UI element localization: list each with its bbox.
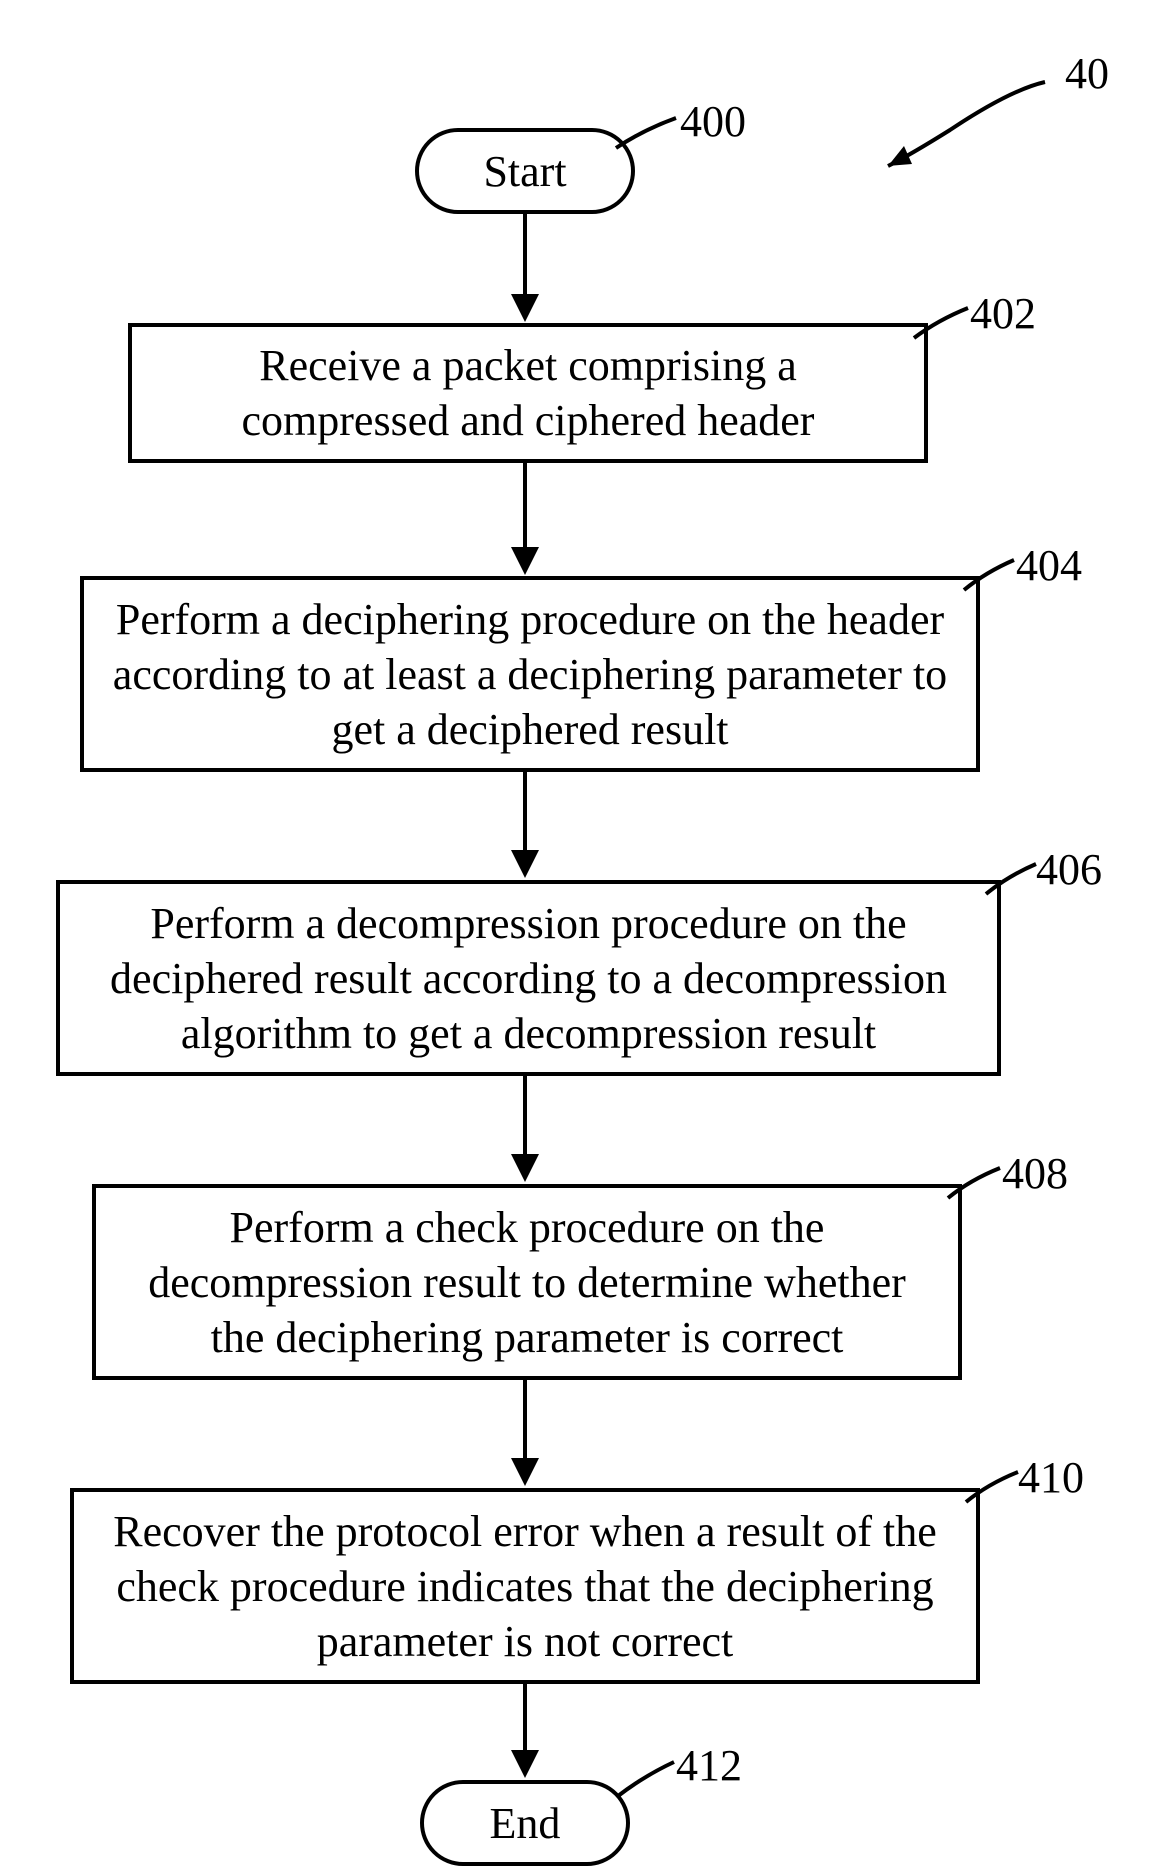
step1-node: Receive a packet comprising a compressed…: [128, 323, 928, 463]
arrow-1: [523, 214, 527, 296]
arrow-6-head: [511, 1750, 539, 1778]
arrow-4: [523, 1076, 527, 1156]
ref-402: 402: [970, 288, 1036, 339]
leader-406: [978, 856, 1044, 901]
step2-label: Perform a deciphering procedure on the h…: [108, 592, 952, 757]
arrow-4-head: [511, 1154, 539, 1182]
leader-402: [906, 300, 976, 345]
arrow-2-head: [511, 547, 539, 575]
figure-ref-label: 40: [1065, 48, 1109, 99]
arrow-6: [523, 1684, 527, 1752]
arrow-2: [523, 463, 527, 549]
arrow-5: [523, 1380, 527, 1460]
arrow-3: [523, 772, 527, 852]
end-label: End: [490, 1798, 561, 1849]
flowchart-container: 40 Start 400 Receive a packet comprising…: [0, 0, 1155, 1874]
step2-node: Perform a deciphering procedure on the h…: [80, 576, 980, 772]
leader-410: [958, 1464, 1026, 1509]
arrow-5-head: [511, 1458, 539, 1486]
start-node: Start: [415, 128, 635, 214]
step3-label: Perform a decompression procedure on the…: [84, 896, 973, 1061]
leader-408: [940, 1160, 1008, 1205]
step4-label: Perform a check procedure on the decompr…: [120, 1200, 934, 1365]
step5-node: Recover the protocol error when a result…: [70, 1488, 980, 1684]
leader-400: [608, 110, 683, 155]
step1-label: Receive a packet comprising a compressed…: [156, 338, 900, 448]
step4-node: Perform a check procedure on the decompr…: [92, 1184, 962, 1380]
start-label: Start: [483, 146, 566, 197]
step3-node: Perform a decompression procedure on the…: [56, 880, 1001, 1076]
ref-400: 400: [680, 96, 746, 147]
arrow-1-head: [511, 294, 539, 322]
ref-410: 410: [1018, 1452, 1084, 1503]
ref-412: 412: [676, 1740, 742, 1791]
leader-412: [610, 1754, 682, 1802]
ref-408: 408: [1002, 1148, 1068, 1199]
figure-ref-leader: [870, 70, 1070, 180]
arrow-3-head: [511, 850, 539, 878]
leader-404: [956, 552, 1022, 597]
step5-label: Recover the protocol error when a result…: [98, 1504, 952, 1669]
ref-404: 404: [1016, 540, 1082, 591]
end-node: End: [420, 1780, 630, 1866]
ref-406: 406: [1036, 844, 1102, 895]
